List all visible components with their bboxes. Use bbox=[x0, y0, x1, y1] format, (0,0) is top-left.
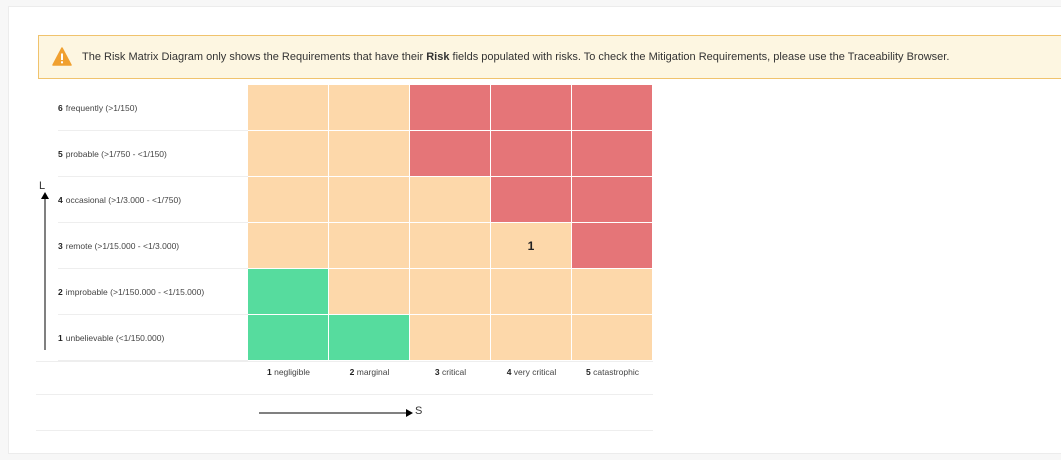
risk-cell[interactable] bbox=[410, 223, 490, 268]
risk-cell[interactable] bbox=[329, 223, 409, 268]
risk-cell[interactable] bbox=[410, 315, 490, 360]
risk-cell[interactable] bbox=[329, 315, 409, 360]
risk-cell[interactable] bbox=[491, 269, 571, 314]
risk-cell[interactable] bbox=[329, 85, 409, 130]
risk-cell[interactable] bbox=[410, 177, 490, 222]
column-label: 2 marginal bbox=[349, 367, 390, 377]
risk-cell[interactable] bbox=[491, 131, 571, 176]
risk-cell[interactable]: 1 bbox=[491, 223, 571, 268]
row-label: 5 probable (>1/750 - <1/150) bbox=[58, 131, 248, 177]
risk-cell[interactable] bbox=[248, 223, 328, 268]
risk-cell[interactable] bbox=[329, 131, 409, 176]
risk-cell[interactable] bbox=[572, 315, 652, 360]
risk-cell[interactable] bbox=[248, 131, 328, 176]
risk-cell[interactable] bbox=[572, 177, 652, 222]
risk-cell[interactable] bbox=[248, 85, 328, 130]
risk-cell[interactable] bbox=[248, 177, 328, 222]
severity-axis-arrow bbox=[259, 409, 413, 417]
risk-cell[interactable] bbox=[491, 315, 571, 360]
risk-cell[interactable] bbox=[491, 177, 571, 222]
risk-cell[interactable] bbox=[248, 315, 328, 360]
notice-bold-word: Risk bbox=[426, 51, 450, 63]
risk-cell[interactable] bbox=[410, 269, 490, 314]
risk-cell[interactable] bbox=[572, 131, 652, 176]
severity-axis-label: S bbox=[415, 405, 423, 417]
column-label: 4 very critical bbox=[506, 367, 557, 377]
risk-cell[interactable] bbox=[491, 85, 571, 130]
risk-cell[interactable] bbox=[410, 85, 490, 130]
likelihood-axis-arrow bbox=[41, 192, 49, 350]
risk-cell[interactable] bbox=[410, 131, 490, 176]
risk-cell[interactable] bbox=[572, 85, 652, 130]
warning-icon bbox=[52, 47, 72, 66]
row-label: 6 frequently (>1/150) bbox=[58, 85, 248, 131]
risk-cell[interactable] bbox=[329, 177, 409, 222]
notice-text: The Risk Matrix Diagram only shows the R… bbox=[82, 51, 950, 63]
column-label: 5 catastrophic bbox=[586, 367, 639, 377]
risk-cell[interactable] bbox=[329, 269, 409, 314]
column-label: 1 negligible bbox=[266, 367, 311, 377]
likelihood-axis-label: L bbox=[39, 180, 46, 192]
risk-cell[interactable] bbox=[572, 269, 652, 314]
divider bbox=[36, 430, 653, 431]
risk-cell[interactable] bbox=[248, 269, 328, 314]
column-label: 3 critical bbox=[434, 367, 467, 377]
row-label: 1 unbelievable (<1/150.000) bbox=[58, 315, 248, 361]
divider bbox=[36, 394, 653, 395]
row-label: 4 occasional (>1/3.000 - <1/750) bbox=[58, 177, 248, 223]
row-label: 3 remote (>1/15.000 - <1/3.000) bbox=[58, 223, 248, 269]
divider bbox=[36, 361, 653, 362]
risk-cell[interactable] bbox=[572, 223, 652, 268]
info-notice: The Risk Matrix Diagram only shows the R… bbox=[38, 35, 1061, 79]
row-label: 2 improbable (>1/150.000 - <1/15.000) bbox=[58, 269, 248, 315]
